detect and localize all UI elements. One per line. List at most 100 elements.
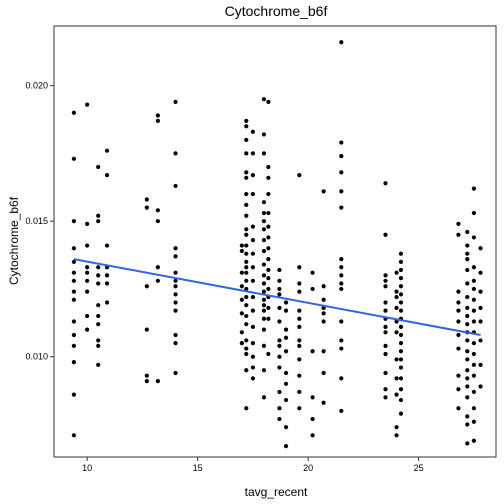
data-point: [244, 286, 249, 292]
data-point: [339, 338, 344, 343]
data-point: [383, 370, 388, 376]
data-point: [321, 349, 326, 354]
data-point: [465, 349, 470, 354]
data-point: [321, 311, 326, 316]
data-point: [465, 313, 470, 319]
data-point: [277, 319, 282, 324]
data-point: [173, 308, 178, 313]
data-point: [456, 308, 461, 313]
data-point: [244, 137, 249, 142]
data-point: [339, 319, 344, 324]
data-point: [96, 343, 101, 348]
data-point: [155, 219, 160, 224]
data-point: [394, 425, 399, 430]
data-point: [239, 243, 244, 248]
data-point: [398, 259, 404, 264]
data-point: [261, 248, 267, 254]
data-point: [283, 425, 289, 430]
data-point: [244, 151, 249, 156]
data-point: [261, 343, 267, 348]
data-point: [250, 278, 255, 283]
data-point: [173, 99, 178, 104]
data-point: [261, 368, 267, 373]
data-point: [394, 330, 399, 335]
data-point: [321, 319, 326, 324]
data-point: [239, 248, 244, 254]
data-point: [277, 286, 282, 292]
data-point: [239, 341, 244, 346]
data-point: [244, 243, 249, 248]
data-point: [173, 370, 178, 376]
x-tick-label: 15: [193, 463, 203, 473]
data-point: [96, 281, 101, 286]
data-point: [310, 433, 315, 438]
data-point: [394, 376, 399, 381]
x-tick-label: 20: [303, 463, 313, 473]
data-point: [394, 270, 399, 275]
data-point: [250, 265, 255, 270]
data-point: [261, 151, 267, 156]
data-point: [297, 316, 302, 321]
data-point: [339, 40, 344, 45]
data-point: [244, 251, 249, 256]
data-point: [96, 265, 101, 270]
data-point: [339, 189, 344, 194]
data-point: [394, 305, 399, 311]
data-point: [244, 313, 249, 319]
x-tick-label: 10: [82, 463, 92, 473]
data-point: [261, 238, 267, 243]
data-point: [266, 275, 271, 281]
data-point: [261, 327, 267, 332]
data-point: [85, 221, 90, 226]
data-point: [394, 433, 399, 438]
data-point: [244, 124, 249, 129]
data-point: [277, 343, 282, 348]
data-point: [339, 140, 344, 145]
data-point: [471, 319, 476, 324]
data-point: [339, 376, 344, 381]
data-point: [321, 400, 326, 405]
data-point: [96, 313, 101, 319]
data-point: [144, 327, 149, 332]
data-point: [465, 441, 470, 446]
data-point: [239, 270, 244, 275]
data-point: [261, 395, 267, 400]
data-point: [244, 202, 249, 208]
data-point: [244, 191, 249, 197]
data-point: [456, 346, 461, 351]
data-point: [244, 406, 249, 411]
data-point: [465, 357, 470, 362]
data-point: [277, 354, 282, 359]
data-point: [465, 376, 470, 381]
data-point: [456, 373, 461, 378]
data-point: [283, 335, 289, 340]
data-point: [277, 278, 282, 283]
data-point: [339, 257, 344, 262]
data-point: [173, 246, 178, 251]
data-point: [173, 270, 178, 275]
data-point: [339, 346, 344, 351]
data-point: [471, 235, 476, 240]
data-point: [266, 235, 271, 240]
data-point: [310, 270, 315, 275]
data-point: [244, 278, 249, 283]
data-point: [277, 292, 282, 297]
data-point: [244, 270, 249, 275]
data-point: [244, 368, 249, 373]
data-point: [321, 370, 326, 376]
data-point: [244, 213, 249, 218]
data-point: [71, 392, 76, 397]
data-point: [339, 408, 344, 414]
data-point: [244, 265, 249, 270]
data-point: [297, 308, 302, 313]
data-point: [394, 392, 399, 397]
data-point: [71, 433, 76, 438]
data-point: [456, 387, 461, 392]
data-point: [471, 341, 476, 346]
data-point: [144, 197, 149, 202]
data-point: [383, 273, 388, 278]
data-point: [297, 172, 302, 178]
data-points: [71, 40, 483, 449]
data-point: [478, 338, 483, 343]
data-point: [339, 154, 344, 159]
